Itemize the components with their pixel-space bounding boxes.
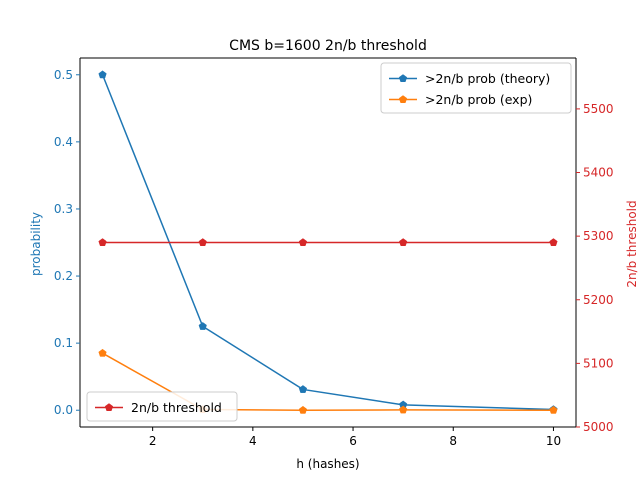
series-1-point-3 <box>399 405 408 414</box>
series-2-point-2 <box>298 238 308 246</box>
y-right-tick-label-0: 5000 <box>583 420 614 434</box>
series-2-point-4 <box>549 238 558 246</box>
series-0-point-0 <box>98 70 107 79</box>
series-2-point-0 <box>98 238 107 246</box>
x-tick-label-3: 8 <box>449 434 457 448</box>
series-0-point-1 <box>198 322 207 330</box>
x-axis-label: h (hashes) <box>296 457 359 471</box>
series-1-point-2 <box>298 405 308 414</box>
y-axis-label-right: 2n/b threshold <box>625 200 639 287</box>
plot-area <box>98 70 558 414</box>
axes: 2 4 6 8 10 0.0 0.1 0.2 0.3 0.4 0.5 5000 5100 5200 5300… <box>54 57 614 448</box>
legend-0-label-0: >2n/b prob (theory) <box>425 71 550 86</box>
y-right-tick-label-2: 5200 <box>583 293 614 307</box>
x-tick-label-1: 4 <box>249 434 257 448</box>
legend-0-label-1: >2n/b prob (exp) <box>425 92 532 107</box>
y-left-tick-label-5: 0.5 <box>54 68 73 82</box>
series-1-point-0 <box>98 348 107 357</box>
legend-0-swatch-marker-0 <box>398 74 408 82</box>
series-2-point-3 <box>399 238 408 246</box>
legend-0: >2n/b prob (theory) >2n/b prob (exp) <box>380 62 572 114</box>
legend-1-box <box>86 391 238 422</box>
legend-1: 2n/b threshold <box>86 391 238 422</box>
legend-1-label-0: 2n/b threshold <box>131 400 222 415</box>
y-right-tick-label-1: 5100 <box>583 356 614 370</box>
y-left-tick-label-4: 0.4 <box>54 135 73 149</box>
chart-title: CMS b=1600 2n/b threshold <box>229 38 427 54</box>
y-left-tick-label-3: 0.3 <box>54 202 73 216</box>
legends: >2n/b prob (theory) >2n/b prob (exp) 2n/b … <box>86 62 572 422</box>
series-2-point-1 <box>198 238 207 246</box>
y-axis-label-left: probability <box>29 212 43 276</box>
y-right-tick-label-4: 5400 <box>583 166 614 180</box>
x-tick-label-2: 6 <box>349 434 357 448</box>
legend-1-swatch-marker-0 <box>104 403 114 411</box>
x-tick-label-4: 10 <box>546 434 561 448</box>
y-right-tick-label-5: 5500 <box>583 102 614 116</box>
y-left-tick-label-1: 0.1 <box>54 336 73 350</box>
y-right-tick-label-3: 5300 <box>583 229 614 243</box>
y-left-tick-label-2: 0.2 <box>54 269 73 283</box>
series-1-point-4 <box>549 405 558 414</box>
x-tick-label-0: 2 <box>149 434 157 448</box>
legend-0-swatch-marker-1 <box>398 95 408 103</box>
legend-0-box <box>380 62 572 114</box>
y-left-tick-label-0: 0.0 <box>54 403 73 417</box>
series-0-point-2 <box>298 385 308 393</box>
